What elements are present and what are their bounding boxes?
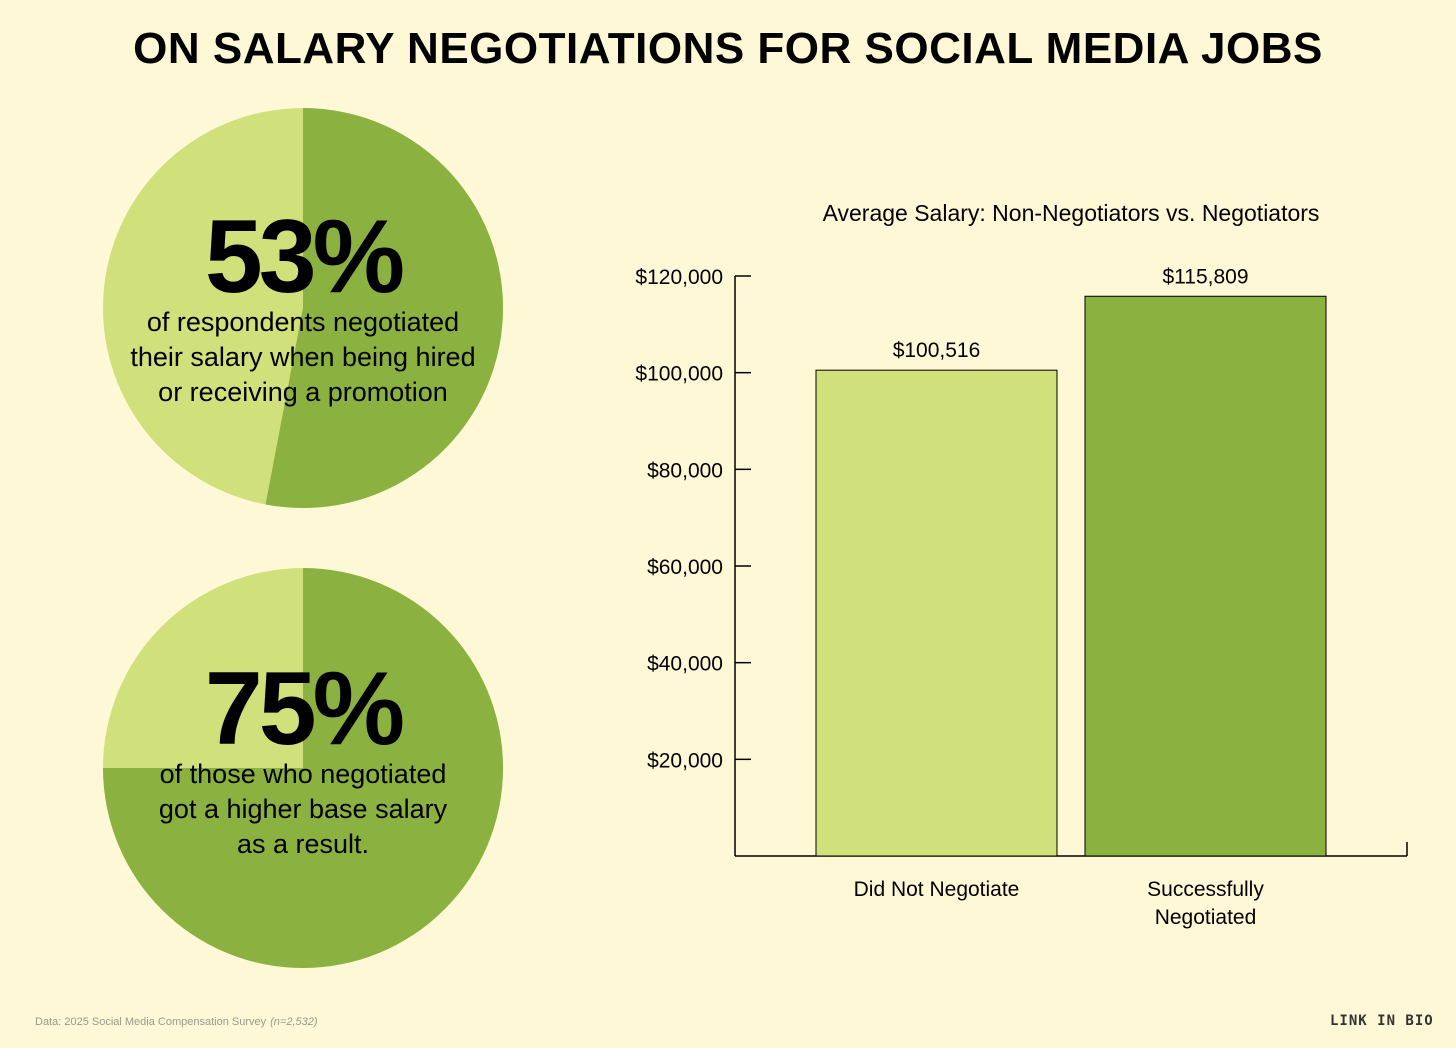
chart-title: Average Salary: Non-Negotiators vs. Nego… [823,200,1320,226]
pie-chart-higher-salary: 75% of those who negotiated got a higher… [103,568,503,968]
y-tick-label: $120,000 [635,266,723,289]
y-tick-label: $60,000 [647,556,723,579]
pie-description-line: or receiving a promotion [158,377,448,407]
pie-percent-label: 53% [204,199,405,315]
y-tick-label: $100,000 [635,363,723,386]
pie-percent-label: 75% [204,651,405,767]
bar [815,369,1058,857]
pie-description: of those who negotiated got a higher bas… [93,757,513,862]
pie-description-line: their salary when being hired [130,342,476,372]
pie-description: of respondents negotiated their salary w… [93,305,513,410]
x-category-label: Negotiated [1155,906,1257,929]
brand-logo: LINK IN BIO [1330,1013,1434,1029]
pie-graphic [103,108,503,508]
sample-size-text: (n=2,532) [270,1016,318,1028]
y-tick-label: $40,000 [647,653,723,676]
y-tick-label: $80,000 [647,459,723,482]
bar [1084,295,1327,857]
x-category-label: Did Not Negotiate [854,878,1020,901]
pie-value-slice [265,108,503,508]
pie-graphic [103,568,503,968]
pie-description-line: of respondents negotiated [146,307,460,337]
pie-description-line: got a higher base salary [158,794,448,824]
data-source-text: Data: 2025 Social Media Compensation Sur… [35,1016,267,1028]
pie-description-line: of those who negotiated [159,759,447,789]
x-category-label: Successfully [1147,878,1264,901]
bar-value-label: $115,809 [1162,265,1248,288]
data-source-note: Data: 2025 Social Media Compensation Sur… [35,1016,318,1028]
pie-description-line: as a result. [236,829,370,859]
y-tick-label: $20,000 [647,749,723,772]
bar-value-label: $100,516 [893,339,981,362]
page-title: ON SALARY NEGOTIATIONS FOR SOCIAL MEDIA … [133,24,1323,73]
pie-value-slice [103,568,503,968]
pie-chart-negotiated: 53% of respondents negotiated their sala… [103,108,503,508]
